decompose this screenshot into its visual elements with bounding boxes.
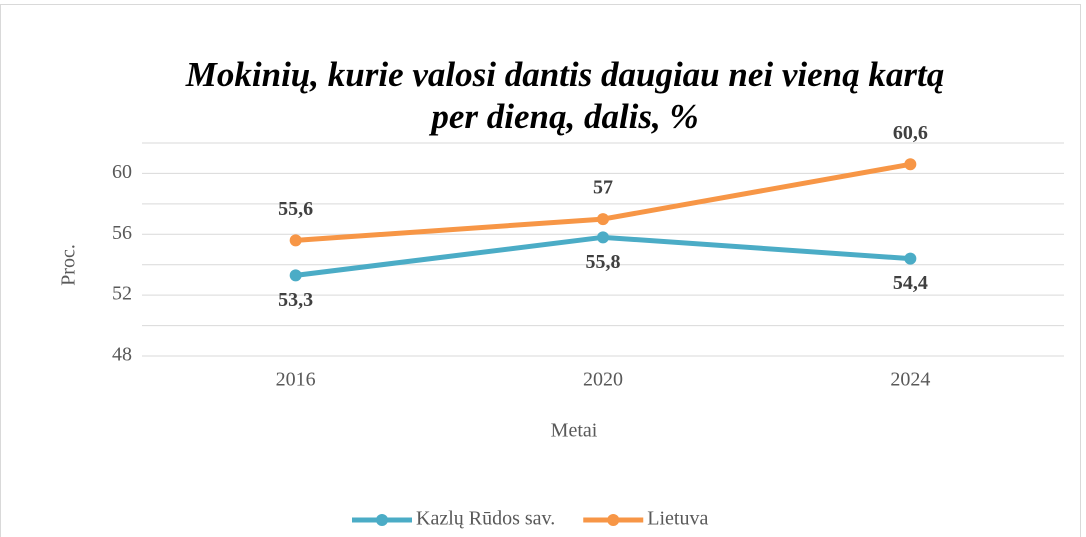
data-label: 60,6 [893,122,928,144]
x-tick-label: 2020 [583,369,623,391]
data-point [904,158,917,171]
data-label: 57 [593,177,613,199]
x-tick-label: 2016 [276,369,316,391]
x-tick-label: 2024 [890,369,930,391]
legend-marker [376,514,388,526]
data-point [904,252,917,265]
y-tick-label: 60 [112,161,132,183]
chart-subtitle: per dieną, dalis, % [428,97,698,136]
data-point [597,213,609,226]
legend-marker [607,514,620,526]
legend-label: Lietuva [647,508,708,530]
legend-label: Kazlų Rūdos sav. [416,508,555,530]
data-label: 55,8 [586,251,621,273]
data-point [289,234,302,247]
data-point [597,231,609,244]
data-point [289,269,302,282]
data-label: 54,4 [893,272,928,294]
x-axis-title: Metai [551,420,598,442]
y-axis-title: Proc. [58,244,80,286]
y-tick-label: 56 [112,222,132,244]
y-tick-label: 48 [112,344,132,366]
chart-border [0,4,1081,537]
y-tick-label: 52 [112,283,132,305]
data-label: 55,6 [278,198,313,220]
chart-title: Mokinių, kurie valosi dantis daugiau nei… [185,55,944,94]
data-label: 53,3 [278,289,313,311]
